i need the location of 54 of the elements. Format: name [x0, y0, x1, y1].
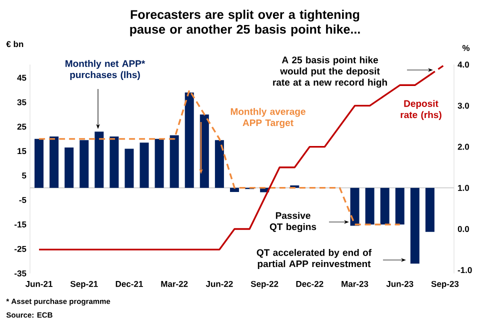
bar — [214, 140, 224, 188]
bar — [410, 188, 420, 264]
y2-tick-label: 1.0 — [458, 184, 470, 191]
bar — [80, 140, 89, 188]
y-tick-label: 5 — [22, 172, 26, 179]
series-label: Monthly average APP Target — [230, 108, 306, 128]
y-axis-title: € bn — [6, 40, 24, 48]
annotation: A 25 basis point hike would put the deposit rate at a new record high — [273, 56, 387, 88]
x-tick-label: Mar-22 — [161, 280, 188, 287]
y-tick-label: 25 — [17, 124, 26, 130]
bar — [395, 188, 404, 224]
y2-tick-label: 0.0 — [458, 226, 470, 232]
bar — [124, 148, 134, 188]
bar — [94, 132, 104, 188]
x-tick-label: Mar-23 — [342, 280, 368, 287]
bar — [350, 188, 360, 226]
x-tick-label: Sep-21 — [70, 280, 98, 289]
y2-axis-title: % — [462, 45, 470, 51]
y-tick-label: -35 — [14, 270, 26, 276]
bar — [425, 188, 434, 232]
y2-tick-label: 2.0 — [458, 144, 470, 150]
x-tick-label: Jun-21 — [25, 280, 52, 287]
bar — [380, 188, 390, 224]
y2-tick-label: 3.0 — [458, 102, 470, 109]
x-tick-label: Dec-21 — [116, 280, 143, 287]
x-tick-label: Sep-23 — [431, 280, 459, 289]
bar — [170, 135, 179, 188]
y-tick-label: 45 — [17, 74, 26, 81]
annotation: Passive QT begins — [270, 212, 316, 232]
x-tick-label: Jun-22 — [206, 280, 233, 287]
x-tick-label: Jun-23 — [386, 280, 414, 287]
x-tick-label: Dec-22 — [296, 280, 324, 287]
text: Monthly net APP* purchases (lhs) — [66, 60, 146, 80]
bar — [110, 136, 119, 188]
bar — [184, 92, 194, 188]
y2-tick-label: 4.0 — [458, 62, 470, 68]
bar — [230, 188, 239, 192]
bar — [154, 138, 164, 188]
y-tick-label: -25 — [14, 246, 26, 252]
chart-title: Forecasters are split over a tightening pause or another 25 basis point hike... — [130, 10, 360, 36]
y-tick-label: 35 — [17, 99, 26, 106]
bar — [64, 147, 74, 188]
y-tick-label: -15 — [14, 222, 26, 228]
x-tick-label: Sep-22 — [250, 280, 278, 289]
y2-tick-label: -1.0 — [458, 267, 472, 274]
series-label: Deposit rate (rhs) — [400, 100, 442, 120]
annotation: QT accelerated by end of partial APP reinvestment — [256, 248, 372, 270]
bar — [34, 138, 44, 188]
y-tick-label: -5 — [19, 197, 26, 204]
bar — [140, 142, 149, 188]
y-tick-label: 15 — [18, 148, 26, 154]
bar — [50, 136, 59, 188]
bar — [365, 188, 374, 224]
bar — [200, 114, 209, 188]
